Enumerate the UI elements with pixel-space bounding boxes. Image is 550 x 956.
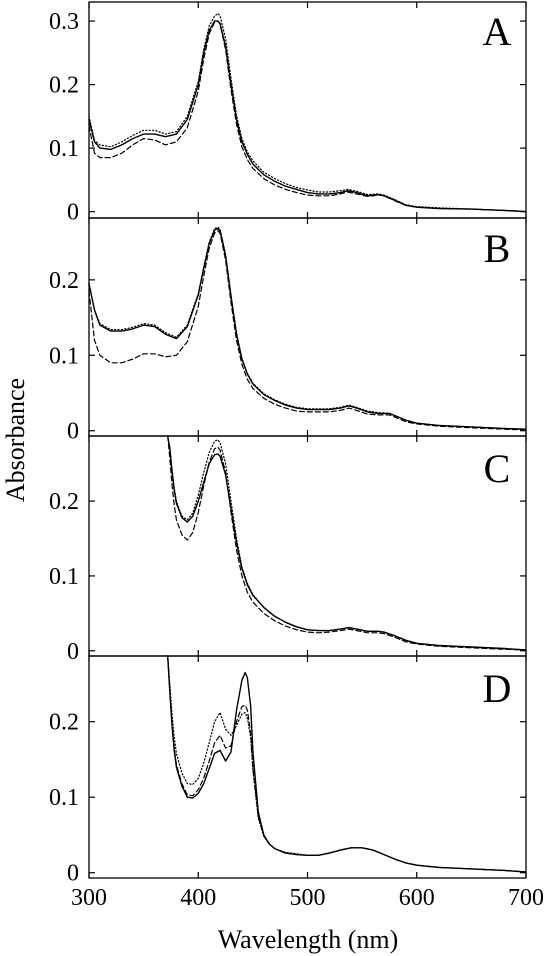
panel-a-ytick-label: 0.2 xyxy=(49,73,79,99)
panel-a-label: A xyxy=(483,9,512,54)
panel-c-series-solid xyxy=(166,435,527,651)
xtick-label: 500 xyxy=(290,885,326,911)
tick-layer: 0 0.1 0.2 0.3 0 0.1 0.2 0 0.1 0.2 0 0.1 0.2 300 400 500… xyxy=(49,2,544,911)
panel-a: A xyxy=(88,1,527,219)
panel-d-label: D xyxy=(483,666,512,711)
panel-a-ytick-label: 0 xyxy=(67,200,79,226)
panel-d-frame xyxy=(88,655,527,879)
x-axis-title: Wavelength (nm) xyxy=(218,925,399,954)
y-axis-title: Absorbance xyxy=(1,378,30,502)
series-layer xyxy=(88,12,527,873)
panel-c-series-dashed xyxy=(167,435,527,651)
panel-d-ytick-label: 0.1 xyxy=(49,785,79,811)
xtick-label: 400 xyxy=(180,885,216,911)
xtick-label: 700 xyxy=(508,885,544,911)
panel-d-series-dashed xyxy=(167,655,527,873)
panel-d-series-solid xyxy=(166,655,527,873)
panel-c-series-dotted xyxy=(167,435,527,651)
panel-a-frame xyxy=(88,1,527,219)
xtick-label: 300 xyxy=(71,885,107,911)
panel-a-series-dashed xyxy=(88,20,527,213)
panel-b-ytick-label: 0.1 xyxy=(49,343,79,369)
panel-d-ytick-label: 0.2 xyxy=(49,710,79,736)
panel-b-series-solid xyxy=(88,227,527,430)
panel-a-series-solid xyxy=(88,20,527,213)
panel-b-label: B xyxy=(484,226,511,271)
panel-c-ytick-label: 0.2 xyxy=(49,489,79,515)
panel-d-series-dotted xyxy=(167,655,527,873)
panel-c-label: C xyxy=(484,446,511,491)
panel-a-ytick-label: 0.1 xyxy=(49,136,79,162)
xtick-label: 600 xyxy=(399,885,435,911)
panel-c-ytick-label: 0.1 xyxy=(49,564,79,590)
panel-c-frame xyxy=(88,435,527,657)
panel-d: D xyxy=(88,655,527,879)
panel-b-ytick-label: 0 xyxy=(67,419,79,445)
panel-b-series-dotted xyxy=(88,226,527,430)
panel-a-series-dotted xyxy=(88,12,527,213)
panel-b-series-dashed xyxy=(88,230,527,431)
panel-c: C xyxy=(88,435,527,657)
panel-c-ytick-label: 0 xyxy=(67,639,79,665)
panel-d-ytick-label: 0 xyxy=(67,861,79,887)
panel-b-ytick-label: 0.2 xyxy=(49,268,79,294)
panel-a-ytick-label: 0.3 xyxy=(49,9,79,35)
